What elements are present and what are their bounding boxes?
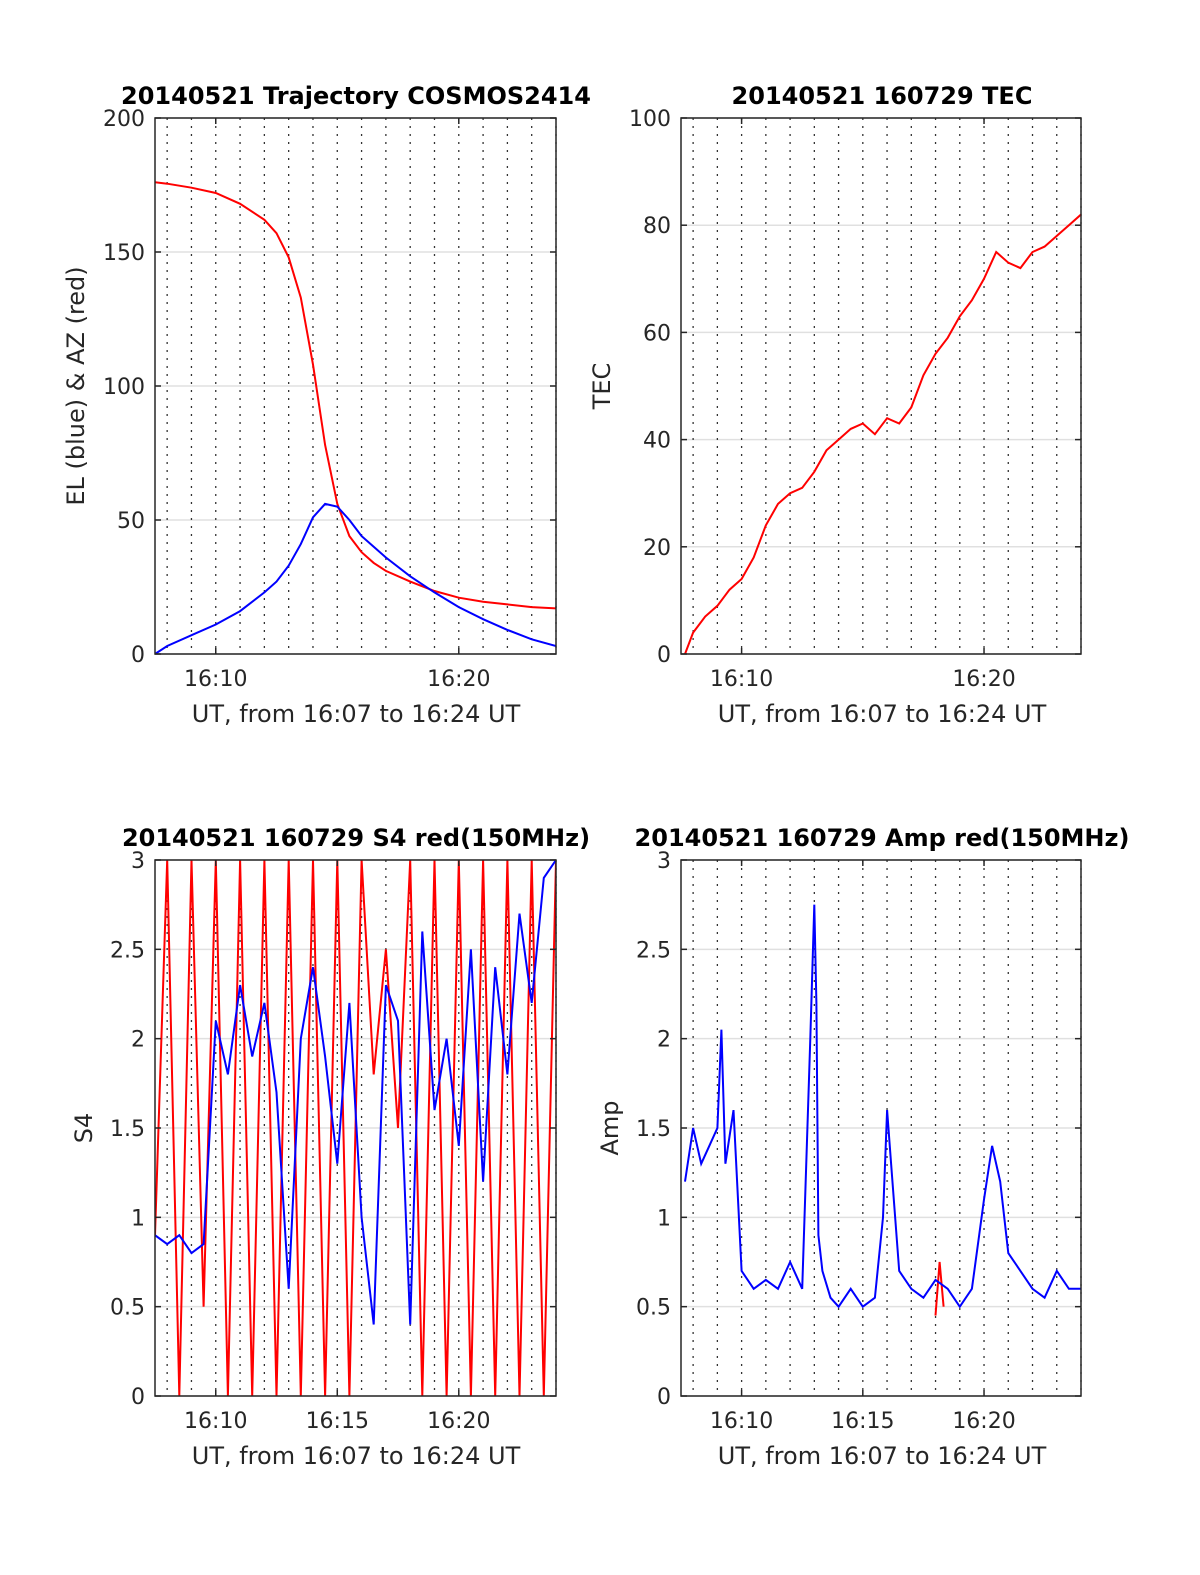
series-line-1: [155, 860, 556, 1325]
panel-title: 20140521 160729 TEC: [732, 82, 1033, 110]
x-axis-label: UT, from 16:07 to 16:24 UT: [718, 1442, 1047, 1470]
y-tick-label: 0.5: [110, 1296, 145, 1321]
y-tick-label: 200: [103, 107, 145, 132]
y-tick-label: 2: [131, 1028, 145, 1053]
y-axis-label: S4: [70, 1113, 98, 1144]
x-tick-label: 16:15: [306, 1409, 369, 1434]
y-tick-label: 3: [131, 849, 145, 874]
y-tick-label: 60: [643, 321, 671, 346]
axes-box: [680, 117, 1082, 655]
x-tick-label: 16:10: [184, 1409, 247, 1434]
y-tick-label: 2: [657, 1028, 671, 1053]
x-tick-label: 16:20: [952, 667, 1015, 692]
x-axis-label: UT, from 16:07 to 16:24 UT: [192, 700, 521, 728]
panel-s4: 20140521 160729 S4 red(150MHz) UT, from …: [70, 824, 590, 1470]
x-tick-label: 16:20: [427, 1409, 490, 1434]
y-axis-label: Amp: [596, 1100, 624, 1155]
series-line-0: [155, 860, 556, 1396]
x-tick-label: 16:10: [184, 667, 247, 692]
x-tick-label: 16:20: [952, 1409, 1015, 1434]
series-line-0: [934, 1261, 945, 1316]
y-axis-label: TEC: [588, 363, 616, 411]
y-tick-label: 40: [643, 429, 671, 454]
y-tick-label: 0.5: [636, 1296, 671, 1321]
series-line-0: [684, 213, 1081, 654]
panel-title: 20140521 160729 Amp red(150MHz): [635, 824, 1130, 852]
y-tick-label: 2.5: [636, 938, 671, 963]
x-tick-label: 16:15: [831, 1409, 894, 1434]
y-tick-label: 3: [657, 849, 671, 874]
y-tick-label: 2.5: [110, 938, 145, 963]
series-line-1: [155, 502, 556, 654]
y-tick-label: 100: [103, 375, 145, 400]
y-tick-label: 0: [131, 643, 145, 668]
y-tick-label: 0: [657, 1385, 671, 1410]
y-tick-label: 100: [629, 107, 671, 132]
panel-title: 20140521 Trajectory COSMOS2414: [121, 82, 591, 110]
y-tick-label: 80: [643, 214, 671, 239]
y-tick-label: 1: [657, 1206, 671, 1231]
panel-trajectory: 20140521 Trajectory COSMOS2414 UT, from …: [62, 82, 591, 728]
y-tick-label: 150: [103, 241, 145, 266]
x-axis-label: UT, from 16:07 to 16:24 UT: [718, 700, 1047, 728]
y-tick-label: 20: [643, 536, 671, 561]
panel-title: 20140521 160729 S4 red(150MHz): [122, 824, 590, 852]
y-axis-label: EL (blue) & AZ (red): [62, 266, 90, 505]
panel-tec: 20140521 160729 TEC UT, from 16:07 to 16…: [588, 82, 1082, 728]
x-axis-label: UT, from 16:07 to 16:24 UT: [192, 1442, 521, 1470]
series-line-1: [684, 904, 1081, 1309]
x-tick-label: 16:10: [710, 667, 773, 692]
panel-amp: 20140521 160729 Amp red(150MHz) UT, from…: [596, 824, 1129, 1470]
x-tick-label: 16:10: [710, 1409, 773, 1434]
x-tick-label: 16:20: [427, 667, 490, 692]
y-tick-label: 50: [117, 509, 145, 534]
y-tick-label: 0: [657, 643, 671, 668]
series-line-0: [155, 181, 556, 610]
y-tick-label: 1: [131, 1206, 145, 1231]
y-tick-label: 1.5: [636, 1117, 671, 1142]
y-tick-label: 1.5: [110, 1117, 145, 1142]
y-tick-label: 0: [131, 1385, 145, 1410]
plot-area: [681, 118, 1081, 654]
